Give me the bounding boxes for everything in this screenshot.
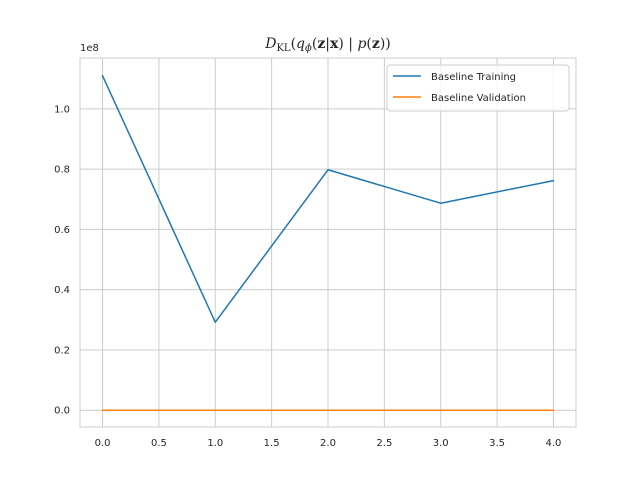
x-tick-label: 3.0 [433, 438, 449, 449]
legend: Baseline Training Baseline Validation [386, 64, 570, 112]
x-tick-label: 0.0 [95, 438, 111, 449]
y-tick-label: 0.2 [54, 345, 70, 356]
x-tick-label: 2.5 [376, 438, 392, 449]
y-tick-label: 0.4 [54, 285, 70, 296]
y-tick-label: 1.0 [54, 104, 70, 115]
legend-box [386, 64, 570, 112]
y-tick-label: 0.6 [54, 225, 70, 236]
series-layer [101, 74, 555, 411]
legend-entry-label: Baseline Validation [431, 93, 526, 104]
x-tick-label: 1.0 [207, 438, 223, 449]
chart-title: DKL(qϕ(z|x) | p(z)) [264, 36, 391, 54]
y-tick-label: 0.0 [54, 406, 70, 417]
legend-entry-label: Baseline Training [431, 72, 516, 83]
series-line-baseline-training [101, 74, 555, 323]
x-tick-label: 2.0 [320, 438, 336, 449]
plot-area-frame [79, 57, 577, 428]
x-tick-label: 0.5 [151, 438, 167, 449]
x-tick-label: 3.5 [489, 438, 505, 449]
y-axis-offset-label: 1e8 [80, 43, 99, 54]
x-tick-label: 4.0 [546, 438, 562, 449]
y-axis-ticks: 0.0 0.2 0.4 0.6 0.8 1.0 [54, 104, 70, 416]
y-tick-label: 0.8 [54, 165, 70, 176]
x-tick-label: 1.5 [264, 438, 280, 449]
x-gridlines [102, 58, 554, 427]
x-axis-ticks: 0.0 0.5 1.0 1.5 2.0 2.5 3.0 3.5 4.0 [95, 438, 562, 449]
